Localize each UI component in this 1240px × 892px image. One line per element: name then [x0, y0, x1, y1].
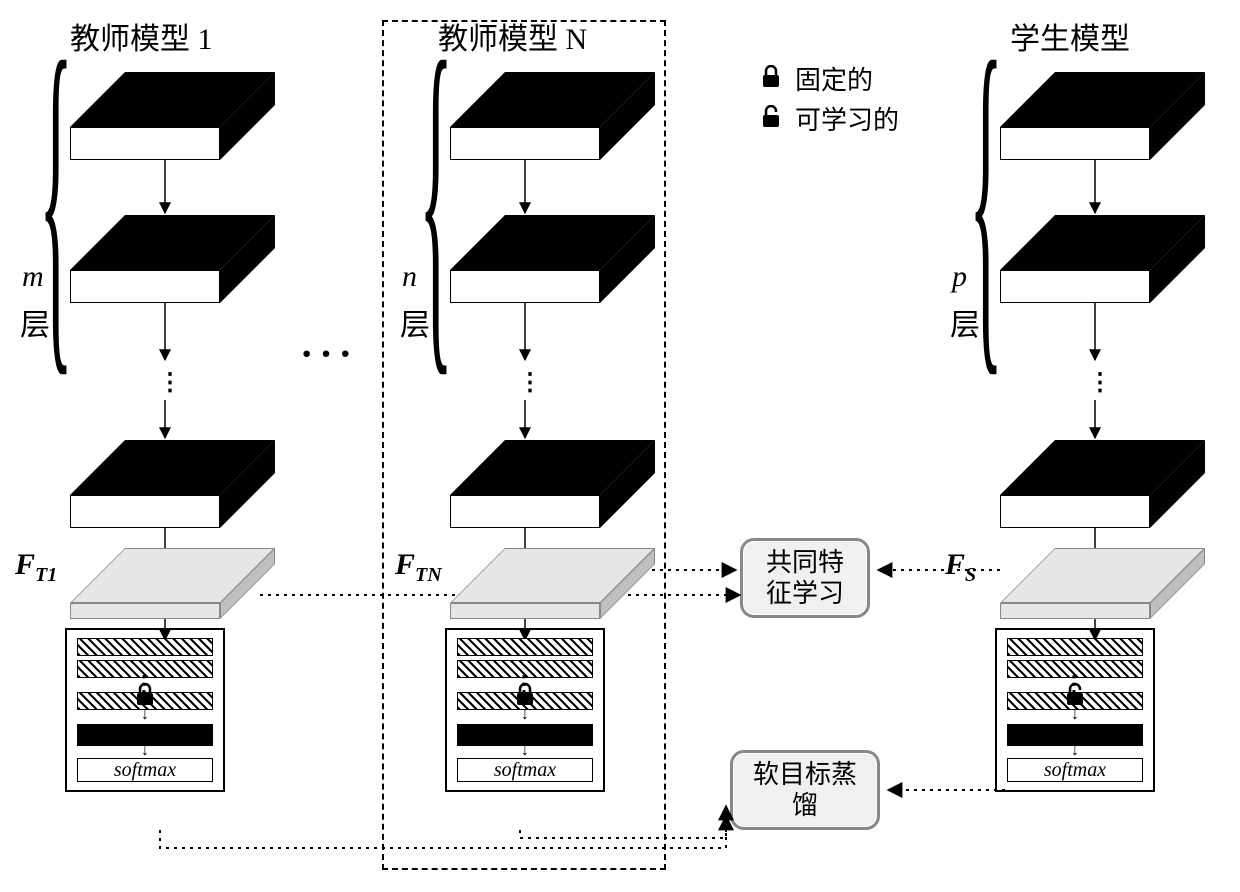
legend-learnable-label: 可学习的 — [795, 106, 899, 135]
lock-closed-icon — [135, 683, 155, 712]
legend-fixed: 固定的 — [760, 60, 873, 97]
down-arrow-icon: ↓ — [77, 746, 213, 756]
common-feature-learning-box: 共同特 征学习 — [740, 538, 870, 618]
svg-text:⋮: ⋮ — [1088, 370, 1112, 396]
fc-layer — [77, 638, 213, 656]
softmax-label: softmax — [77, 758, 213, 782]
lock-open-icon — [760, 105, 782, 136]
student-layers-brace: { — [969, 8, 1003, 692]
down-arrow-icon: ↓ — [1007, 746, 1143, 756]
down-arrow-icon: ↓ — [457, 746, 593, 756]
teacherN-layers-word: 层 — [400, 300, 430, 344]
teacher1-title: 教师模型 1 — [70, 14, 213, 58]
svg-text:⋮: ⋮ — [158, 370, 182, 396]
ellipsis-between-teachers: ··· — [300, 330, 358, 377]
teacher1-layers-word: 层 — [20, 300, 50, 344]
teacherN-title: 教师模型 N — [438, 14, 587, 58]
teacher1-layers-count: m — [22, 260, 44, 294]
softmax-label: softmax — [1007, 758, 1143, 782]
student-layers-word: 层 — [950, 300, 980, 344]
softmax-label: softmax — [457, 758, 593, 782]
std-line2: 馏 — [792, 791, 818, 820]
fc-layer — [1007, 638, 1143, 656]
lock-open-icon — [1065, 683, 1085, 712]
diagram-canvas: 教师模型 1 教师模型 N 学生模型 固定的 可学习的 ··· 共同特 征学习 … — [0, 0, 1240, 892]
std-line1: 软目标蒸 — [753, 760, 857, 789]
legend-fixed-label: 固定的 — [795, 66, 873, 95]
cfl-line2: 征学习 — [766, 579, 844, 608]
teacherN-feature-label: FTN — [395, 548, 442, 587]
student-feature-label: FS — [945, 548, 976, 587]
lock-closed-icon — [515, 683, 535, 712]
fc-layer — [457, 638, 593, 656]
student-title: 学生模型 — [1010, 14, 1130, 58]
teacherN-layers-brace: { — [419, 8, 453, 692]
teacher1-feature-label: FT1 — [15, 548, 57, 587]
cfl-line1: 共同特 — [766, 548, 844, 577]
student-layers-count: p — [952, 260, 967, 294]
teacher1-layers-brace: { — [39, 8, 73, 692]
teacherN-layers-count: n — [402, 260, 417, 294]
legend-learnable: 可学习的 — [760, 100, 899, 137]
lock-closed-icon — [760, 65, 782, 96]
soft-target-distill-box: 软目标蒸 馏 — [730, 750, 880, 830]
